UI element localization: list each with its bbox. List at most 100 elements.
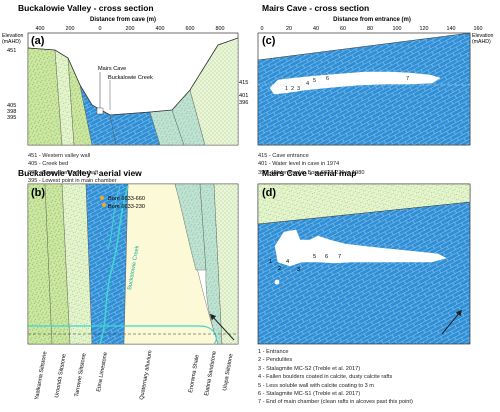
cave-number: 4 bbox=[306, 81, 309, 87]
cave-section-numbers: 1 2 3 4 5 6 7 bbox=[285, 76, 409, 92]
creek-line bbox=[99, 185, 129, 345]
legend-item: 405 - Creek bed bbox=[28, 161, 69, 168]
bore-660-label: Bore 6633-660 bbox=[108, 196, 145, 202]
bore-230-dot bbox=[102, 203, 106, 207]
legend-item: 4 - Fallen boulders coated in calcite, d… bbox=[258, 374, 393, 381]
panel-c-elev-unit: (mAHD) bbox=[472, 39, 491, 45]
elev-415: 415 bbox=[239, 80, 248, 86]
legend-item: 7 - End of main chamber (clean rafts in … bbox=[258, 399, 413, 406]
formation-label: Uroonda Siltstone bbox=[54, 354, 68, 399]
mairs-cave-label: Mairs Cave bbox=[98, 66, 126, 72]
cave-number: 4 bbox=[286, 259, 289, 265]
x-tick-label: 140 bbox=[447, 26, 456, 32]
cave-number: 3 bbox=[297, 86, 300, 92]
cave-number: 7 bbox=[338, 254, 341, 260]
panel-a: Buckalowie Valley - cross section Distan… bbox=[2, 3, 239, 146]
legend-item: 415 - Cave entrance bbox=[258, 153, 309, 159]
panel-a-x-ticks: 400 200 0 200 400 600 800 bbox=[36, 26, 225, 32]
x-tick-label: 60 bbox=[340, 26, 346, 32]
bore-660-dot bbox=[100, 196, 104, 200]
direction-arrow bbox=[209, 313, 235, 341]
legend-item: 6 - Stalagmite MC-S1 (Treble et al. 2017… bbox=[258, 391, 361, 398]
cave-number: 7 bbox=[406, 76, 409, 82]
elev-451: 451 bbox=[7, 48, 16, 54]
panel-c-legend: 415 - Cave entrance 401 - Water level in… bbox=[258, 152, 364, 177]
cave-number: 1 bbox=[269, 259, 272, 265]
elev-405: 405 bbox=[7, 103, 16, 109]
panel-a-elev-title: Elevation bbox=[2, 33, 23, 39]
cave-number: 5 bbox=[313, 254, 316, 260]
panel-c-elev-title: Elevation bbox=[472, 33, 493, 39]
valley-profile bbox=[27, 37, 239, 116]
x-tick-label: 40 bbox=[313, 26, 319, 32]
panel-d-label: (d) bbox=[262, 187, 276, 199]
panel-b: Buckalowie Valley - aerial view Bore 663… bbox=[18, 168, 239, 401]
x-tick-label: 600 bbox=[186, 26, 195, 32]
panel-a-label: (a) bbox=[31, 35, 45, 47]
formation-label: Tarrowie Siltstone bbox=[74, 353, 88, 398]
panel-c: Mairs Cave - cross section Distance from… bbox=[239, 3, 493, 146]
legend-item: 398 - Base of entrance shaft bbox=[28, 169, 99, 176]
elev-401: 401 bbox=[239, 93, 248, 99]
cave-number: 3 bbox=[297, 267, 300, 273]
panel-c-axis-title: Distance from entrance (m) bbox=[333, 17, 411, 23]
limestone-mass bbox=[257, 32, 471, 146]
x-tick-label: 0 bbox=[261, 26, 264, 32]
cave-number: 2 bbox=[291, 86, 294, 92]
creek-tributary bbox=[107, 185, 121, 251]
x-tick-label: 100 bbox=[393, 26, 402, 32]
legend-item: 3 - Stalagmite MC-S2 (Treble et al. 2017… bbox=[258, 365, 361, 372]
formation-label: Yaalkanna Siltstone bbox=[34, 351, 48, 400]
x-tick-label: 0 bbox=[99, 26, 102, 32]
north-arrow bbox=[441, 309, 462, 335]
panel-d-title: Mairs Cave - aerial map bbox=[262, 168, 357, 178]
legend-item: 1 - Entrance bbox=[258, 349, 289, 355]
formation-label: Elatina Sandstone bbox=[204, 351, 218, 397]
cave-number: 6 bbox=[325, 254, 328, 260]
cave-plan-numbers: 1 2 3 4 5 6 7 bbox=[269, 254, 341, 273]
elev-395: 395 bbox=[7, 115, 16, 121]
bore-230-label: Bore 6633-230 bbox=[108, 204, 145, 210]
panel-c-title: Mairs Cave - cross section bbox=[262, 3, 369, 13]
panel-a-axis-title: Distance from cave (m) bbox=[90, 17, 156, 23]
x-tick-label: 160 bbox=[474, 26, 483, 32]
elev-398: 398 bbox=[7, 109, 16, 115]
legend-item: 395 - Lowest point in main chamber bbox=[28, 178, 117, 185]
formation-label: Enorama Shale bbox=[188, 354, 201, 393]
cave-number: 1 bbox=[285, 86, 288, 92]
x-tick-label: 400 bbox=[156, 26, 165, 32]
x-tick-label: 200 bbox=[126, 26, 135, 32]
panel-b-label: (b) bbox=[31, 187, 45, 199]
legend-item: 2 - Pendulites bbox=[258, 357, 293, 364]
cave-number: 2 bbox=[278, 266, 281, 272]
x-tick-label: 400 bbox=[36, 26, 45, 32]
entrance-blob bbox=[274, 279, 280, 285]
legend-item: 401 - Water level in cave in 1974 bbox=[258, 161, 340, 168]
cave-plan-shape bbox=[274, 229, 447, 267]
panel-d: Mairs Cave - aerial map (d) 1 2 3 4 5 6 … bbox=[257, 168, 471, 345]
cave-section-shape bbox=[269, 71, 441, 95]
cave-number: 6 bbox=[326, 76, 329, 82]
cave-symbol bbox=[96, 107, 104, 115]
formation-labels: Yaalkanna Siltstone Uroonda Siltstone Ta… bbox=[34, 350, 234, 401]
panel-a-elev-unit: (mAHD) bbox=[2, 39, 21, 45]
legend-item: 5 - Less soluble wall with calcite coati… bbox=[258, 382, 374, 389]
panel-c-x-ticks: 0 20 40 60 80 100 120 140 160 bbox=[261, 26, 483, 32]
formation-label: Ulupa Siltstone bbox=[222, 353, 234, 391]
panel-b-title: Buckalowie Valley - aerial view bbox=[18, 168, 142, 178]
formation-label: Quaternary alluvium bbox=[139, 350, 154, 401]
formation-label: Etina Limestone bbox=[96, 352, 109, 393]
ulupa-band bbox=[213, 183, 239, 345]
x-tick-label: 200 bbox=[66, 26, 75, 32]
panel-c-label: (c) bbox=[262, 35, 276, 47]
enorama-band bbox=[174, 183, 207, 271]
panel-a-legend: 451 - Western valley wall 405 - Creek be… bbox=[28, 152, 117, 186]
legend-item: 451 - Western valley wall bbox=[28, 153, 91, 159]
x-tick-label: 120 bbox=[420, 26, 429, 32]
cave-number: 5 bbox=[313, 78, 316, 84]
siltstone-zone bbox=[257, 183, 471, 225]
creek-south-line bbox=[28, 325, 217, 345]
elev-396: 396 bbox=[239, 100, 248, 106]
x-tick-label: 80 bbox=[367, 26, 373, 32]
